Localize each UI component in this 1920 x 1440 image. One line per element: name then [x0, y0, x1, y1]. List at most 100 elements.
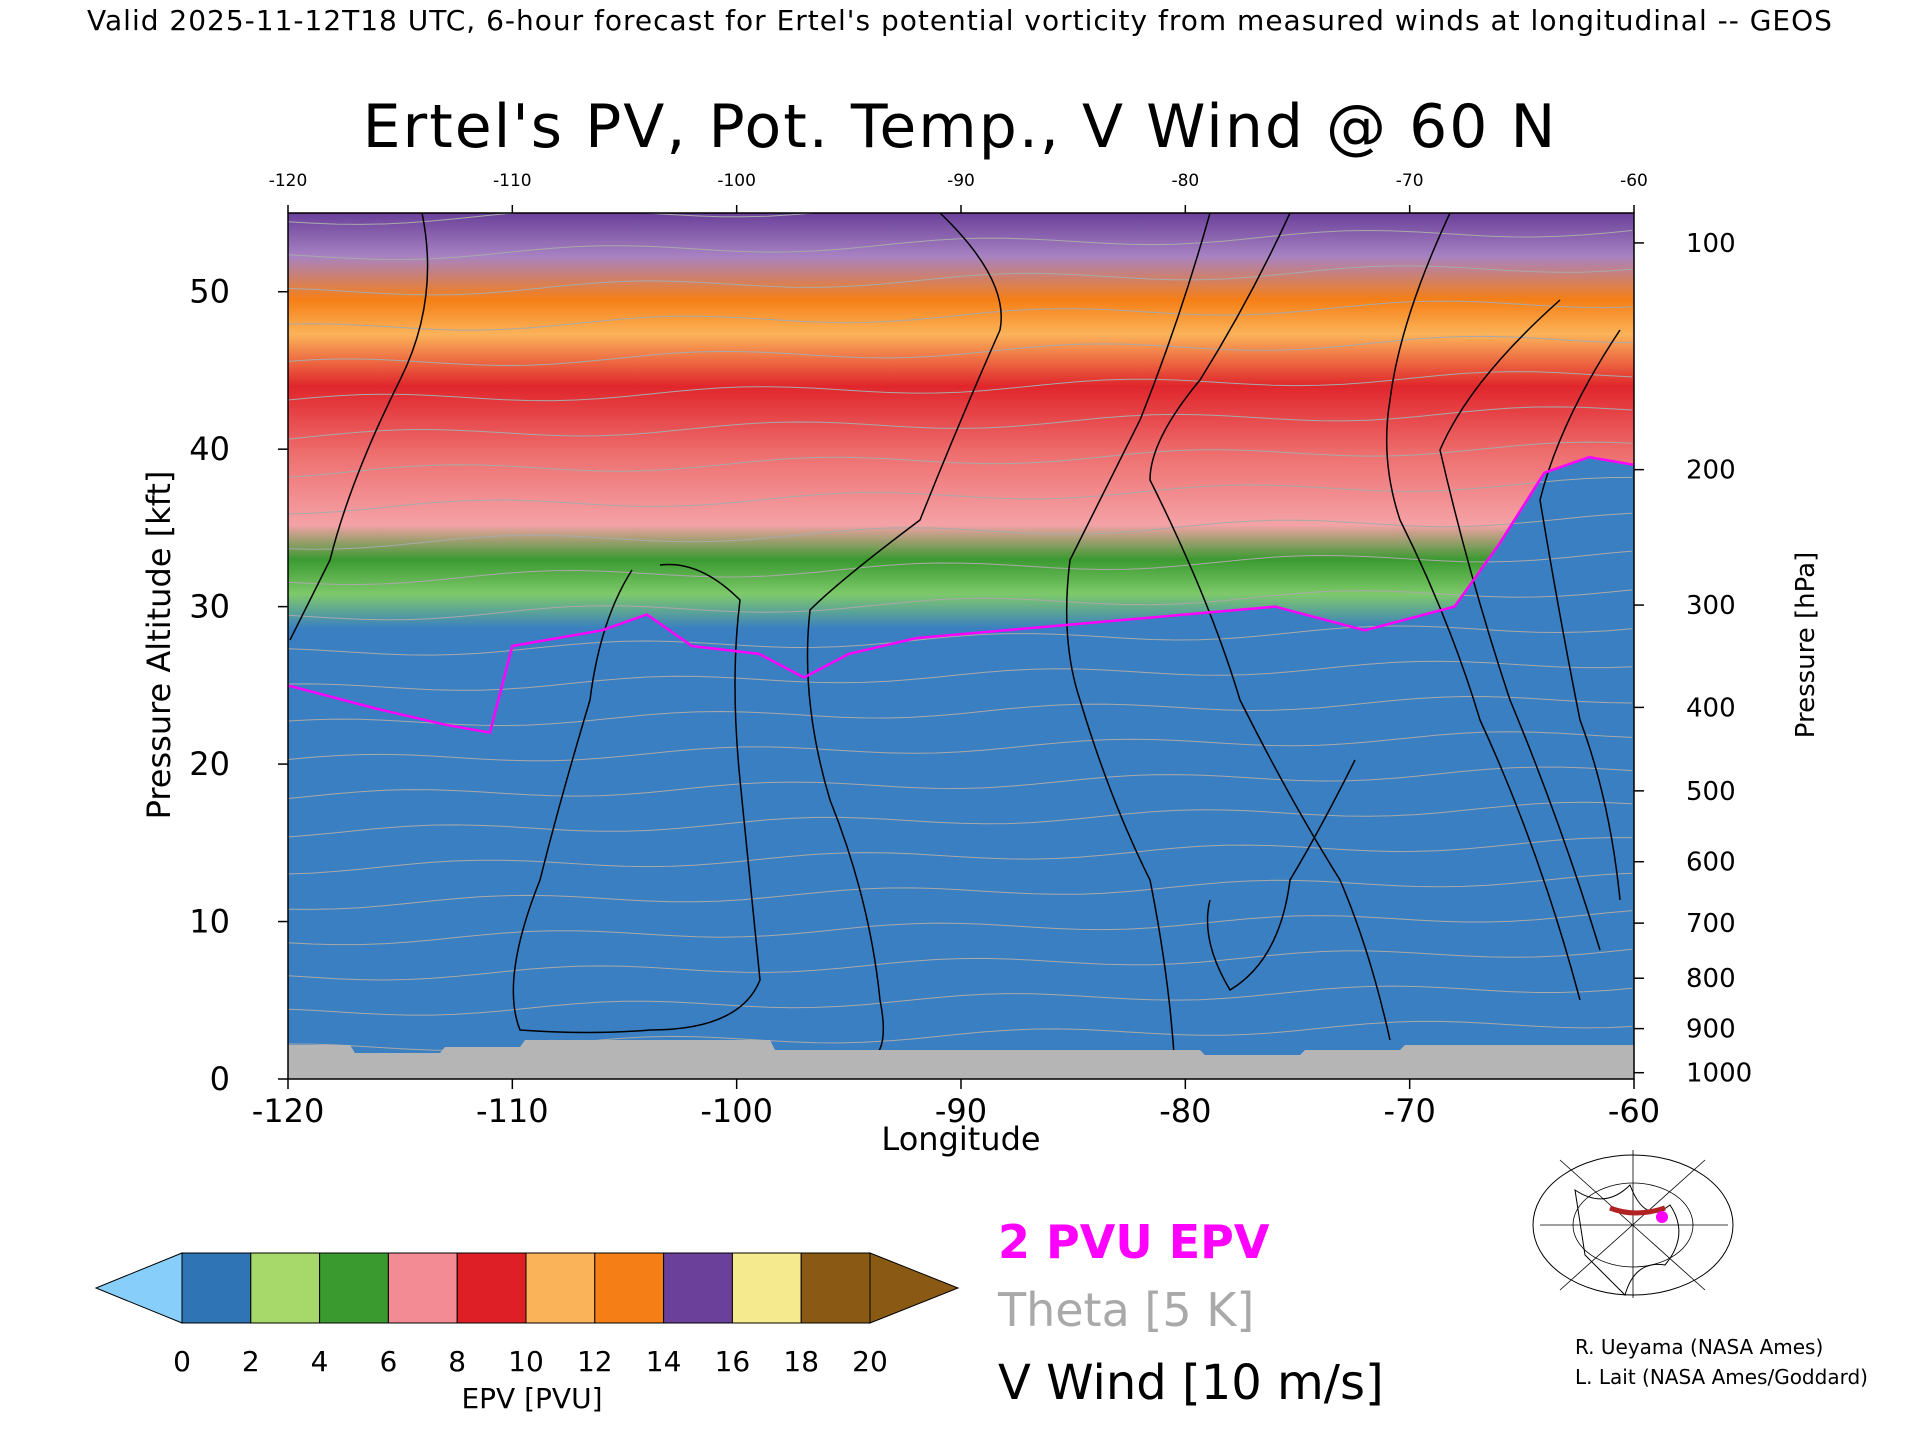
x-tick-label: -70 — [1384, 1092, 1436, 1130]
pressure-tick-label: 500 — [1686, 777, 1736, 807]
credit-line-2: L. Lait (NASA Ames/Goddard) — [1575, 1365, 1868, 1389]
theta-contour-line — [288, 837, 1632, 875]
pressure-tick-label: 700 — [1686, 909, 1736, 939]
x-axis-label: Longitude — [881, 1120, 1040, 1158]
colorbar-tick-label: 18 — [783, 1345, 819, 1378]
colorbar-band — [319, 1252, 389, 1324]
colorbar-tick-label: 10 — [508, 1345, 544, 1378]
v-wind-contour-line — [1149, 213, 1391, 1041]
theta-contour-line — [288, 731, 1633, 762]
y-tick-label: 30 — [189, 588, 230, 626]
colorbar-tick-label: 4 — [311, 1345, 329, 1378]
theta-contour-line — [288, 512, 1633, 550]
colorbar-tick-label: 12 — [577, 1345, 613, 1378]
y-axis-label-left: Pressure Altitude [kft] — [140, 471, 178, 820]
theta-contour-line — [288, 985, 1633, 1016]
theta-contour-line — [288, 229, 1633, 261]
theta-contour-line — [288, 660, 1633, 691]
theta-contour-line — [288, 872, 1633, 910]
pressure-tick-label: 600 — [1686, 848, 1736, 878]
colorbar-band — [800, 1252, 871, 1324]
theta-contour-line — [288, 948, 1633, 981]
top-x-tick-label: -90 — [947, 171, 975, 191]
x-tick-label: -60 — [1608, 1092, 1660, 1130]
v-wind-contour-line — [512, 563, 761, 1034]
colorbar-over-arrow — [869, 1252, 960, 1324]
theta-contour-line — [288, 265, 1633, 296]
inset-map — [1532, 1148, 1734, 1298]
colorbar-band — [663, 1252, 733, 1324]
theta-contour-line — [288, 766, 1633, 799]
colorbar-tick-label: 20 — [852, 1345, 888, 1378]
pressure-tick-label: 1000 — [1686, 1059, 1752, 1089]
v-wind-contours — [289, 213, 1621, 1071]
pv-2-contour — [288, 455, 1634, 735]
v-wind-contour-line — [289, 213, 429, 641]
colorbar-tick-label: 16 — [715, 1345, 751, 1378]
credit-line-1: R. Ueyama (NASA Ames) — [1575, 1335, 1824, 1359]
x-tick-label: -90 — [935, 1092, 987, 1130]
colorbar-label: EPV [PVU] — [461, 1382, 603, 1415]
colorbar-band — [387, 1252, 458, 1324]
colorbar-band — [525, 1252, 596, 1324]
top-x-tick-label: -70 — [1396, 171, 1424, 191]
legend-v-wind: V Wind [10 m/s] — [998, 1355, 1384, 1411]
theta-contour-line — [288, 589, 1633, 621]
y-tick-label: 40 — [189, 430, 230, 468]
v-wind-contour-line — [1065, 213, 1211, 1071]
v-wind-contour-line — [806, 213, 1002, 1061]
colorbar-band — [250, 1252, 321, 1324]
theta-contour-line — [288, 300, 1633, 331]
theta-contour-line — [288, 695, 1633, 727]
colorbar-under-arrow — [94, 1252, 183, 1324]
terrain — [288, 1040, 1634, 1079]
axes: -120 -110 -100 -90 -80 -70 -60 -120 -110 -100 -90 -… — [189, 171, 1752, 1130]
colorbar-tick-label: 14 — [646, 1345, 682, 1378]
theta-contour-line — [288, 335, 1633, 367]
theta-contour-line — [288, 476, 1633, 515]
top-x-tick-label: -80 — [1171, 171, 1199, 191]
theta-contours — [288, 213, 1633, 1052]
colorbar-band — [456, 1252, 527, 1324]
x-tick-label: -120 — [252, 1092, 325, 1130]
y-tick-label: 20 — [189, 745, 230, 783]
x-tick-label: -80 — [1159, 1092, 1211, 1130]
pressure-tick-label: 300 — [1686, 591, 1736, 621]
forecast-valid-line: Valid 2025-11-12T18 UTC, 6-hour forecast… — [87, 4, 1833, 37]
theta-contour-line — [288, 371, 1633, 402]
theta-contour-line — [288, 910, 1633, 946]
top-x-tick-label: -110 — [493, 171, 532, 191]
top-x-tick-label: -60 — [1620, 171, 1648, 191]
section-path — [1609, 1205, 1666, 1216]
y-axis-label-right: Pressure [hPa] — [1791, 552, 1821, 739]
v-wind-contour-line — [1206, 759, 1356, 992]
theta-contour-line — [288, 801, 1633, 838]
legend-theta: Theta [5 K] — [998, 1283, 1255, 1337]
x-tick-label: -100 — [700, 1092, 773, 1130]
pressure-tick-label: 400 — [1686, 693, 1736, 723]
colorbar-band — [181, 1252, 252, 1324]
location-marker — [1656, 1211, 1668, 1223]
colorbar-band — [731, 1252, 802, 1324]
y-tick-label: 0 — [210, 1060, 230, 1098]
colorbar-tick-label: 2 — [242, 1345, 260, 1378]
v-wind-contour-line — [1439, 299, 1601, 951]
colorbar-tick-label: 0 — [173, 1345, 191, 1378]
legend-epv: 2 PVU EPV — [998, 1215, 1270, 1269]
v-wind-contour-line — [1385, 213, 1581, 1001]
chart-title: Ertel's PV, Pot. Temp., V Wind @ 60 N — [362, 92, 1558, 162]
pressure-tick-label: 200 — [1686, 456, 1736, 486]
theta-contour-line — [288, 441, 1633, 478]
colorbar-tick-label: 8 — [448, 1345, 466, 1378]
pressure-tick-label: 800 — [1686, 964, 1736, 994]
pressure-tick-label: 100 — [1686, 229, 1736, 259]
top-x-tick-label: -100 — [717, 171, 756, 191]
top-x-tick-label: -120 — [269, 171, 308, 191]
y-tick-label: 50 — [189, 273, 230, 311]
theta-contour-line — [288, 550, 1633, 586]
colorbar-tick-label: 6 — [379, 1345, 397, 1378]
plot-area — [288, 213, 1634, 1079]
theta-contour-line — [288, 406, 1633, 440]
pressure-tick-label: 900 — [1686, 1015, 1736, 1045]
